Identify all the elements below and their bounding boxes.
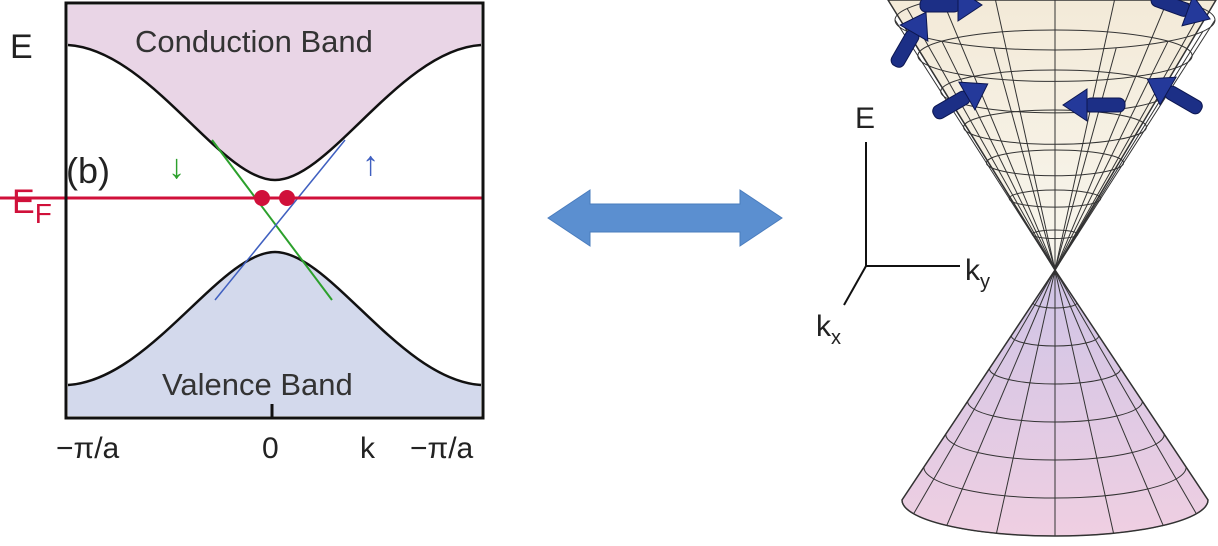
valence-label: Valence Band [162,367,353,402]
x-tick-label: 0 [262,432,279,465]
crossing-point [254,190,270,206]
cone-grid [1085,98,1125,112]
kx-sub: x [831,327,841,349]
kx-label: kx [816,310,841,349]
crossing-point [279,190,295,206]
panel-label: (b) [66,150,110,191]
cone-energy-label: E [855,102,875,135]
ky-sub: y [980,271,990,293]
ky-main: k [965,254,981,287]
x-tick-label: −π/a [410,432,474,465]
double-arrow [548,190,782,246]
conduction-label: Conduction Band [135,24,373,59]
spin-up-arrow: ↑ [362,145,379,183]
spin-down-arrow: ↓ [168,148,185,186]
fermi-label: EF [12,183,52,229]
cone-grid [920,0,960,12]
x-tick-label: k [360,432,376,465]
ky-label: ky [965,254,990,293]
cone-axes: E ky kx [816,102,990,349]
fermi-sub: F [35,198,52,229]
page: Conduction Band Valence Band E (b) ↓ ↑ E… [0,0,1218,541]
fermi-main: E [12,183,35,221]
kx-main: k [816,310,832,343]
energy-axis-label: E [10,28,33,66]
x-tick-label: −π/a [56,432,120,465]
band-diagram: Conduction Band Valence Band E (b) ↓ ↑ E… [0,3,483,465]
